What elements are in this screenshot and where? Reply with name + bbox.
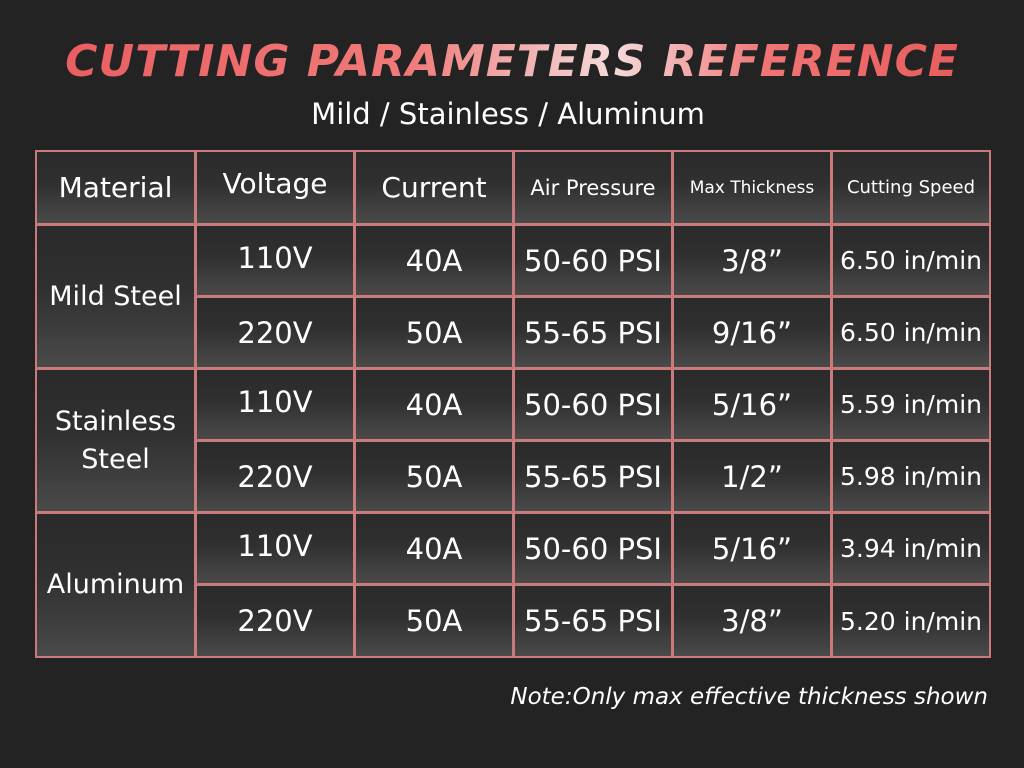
air-pressure-cell: 55-65 PSI [513,296,673,369]
cutting-speed-cell: 6.50 in/min [831,224,991,297]
current-cell: 40A [354,224,514,297]
voltage-cell: 110V [195,368,355,441]
air-pressure-cell: 55-65 PSI [513,440,673,513]
max-thickness-cell: 1/2” [672,440,832,513]
voltage-cell: 220V [195,440,355,513]
cutting-speed-cell: 6.50 in/min [831,296,991,369]
material-label-line: Steel [81,443,150,475]
header-voltage: Voltage [195,150,355,225]
material-cell-mild-steel: Mild Steel [35,224,196,369]
air-pressure-cell: 50-60 PSI [513,368,673,441]
header-max-thickness: Max Thickness [672,150,832,225]
header-material: Material [35,150,196,225]
footnote: Note:Only max effective thickness shown [510,684,988,710]
max-thickness-cell: 9/16” [672,296,832,369]
air-pressure-cell: 50-60 PSI [513,224,673,297]
max-thickness-cell: 3/8” [672,224,832,297]
voltage-cell: 220V [195,584,355,658]
current-cell: 50A [354,584,514,658]
header-air-pressure: Air Pressure [513,150,673,225]
cutting-speed-cell: 3.94 in/min [831,512,991,585]
material-label-line: Stainless [54,405,177,437]
max-thickness-cell: 5/16” [672,512,832,585]
material-cell-aluminum: Aluminum [35,512,196,658]
current-cell: 50A [354,296,514,369]
page-title: CUTTING PARAMETERS REFERENCE [0,34,1024,90]
header-current: Current [354,150,514,225]
voltage-cell: 110V [195,512,355,585]
cutting-speed-cell: 5.59 in/min [831,368,991,441]
voltage-cell: 110V [195,224,355,297]
air-pressure-cell: 50-60 PSI [513,512,673,585]
current-cell: 40A [354,512,514,585]
parameters-table: Material Voltage Current Air Pressure Ma… [35,150,991,658]
cutting-speed-cell: 5.20 in/min [831,584,991,658]
current-cell: 50A [354,440,514,513]
current-cell: 40A [354,368,514,441]
page-subtitle: Mild / Stainless / Aluminum [311,97,705,131]
max-thickness-cell: 5/16” [672,368,832,441]
max-thickness-cell: 3/8” [672,584,832,658]
voltage-cell: 220V [195,296,355,369]
cutting-speed-cell: 5.98 in/min [831,440,991,513]
air-pressure-cell: 55-65 PSI [513,584,673,658]
material-cell-stainless-steel: Stainless Steel [35,368,196,513]
header-cutting-speed: Cutting Speed [831,150,991,225]
